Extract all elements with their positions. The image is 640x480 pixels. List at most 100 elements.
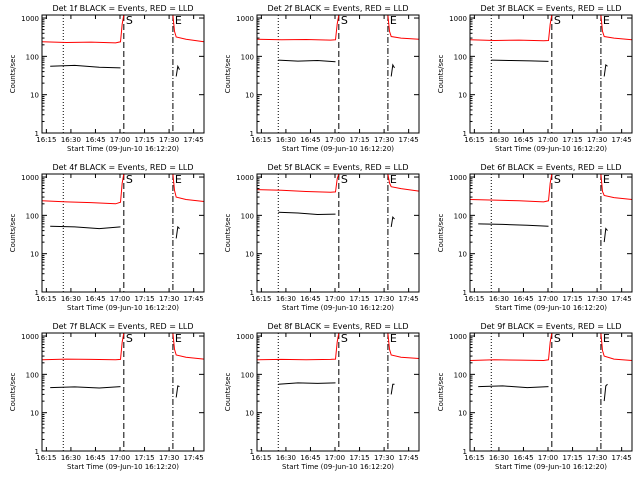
y-tick-label: 1 [463, 130, 467, 138]
x-tick-label: 16:15 [36, 136, 56, 144]
events-line-seg1 [603, 383, 608, 402]
x-tick-label: 16:45 [300, 454, 320, 462]
marker-label-e: E [390, 332, 397, 345]
lld-line-seg1 [387, 174, 419, 192]
x-tick-label: 16:45 [513, 295, 533, 303]
x-tick-label: 16:30 [61, 136, 81, 144]
panel-data [257, 15, 419, 77]
x-tick-label: 17:00 [325, 454, 345, 462]
x-tick-label: 17:30 [587, 454, 607, 462]
events-line-seg0 [278, 59, 336, 63]
panel-title: Det 2f BLACK = Events, RED = LLD [267, 4, 408, 13]
plot-frame [256, 173, 420, 293]
y-tick-label: 1 [463, 448, 467, 456]
events-line-seg1 [175, 64, 180, 77]
y-tick-label: 1000 [449, 174, 467, 182]
x-axis-label: Start Time (09-Jun-10 16:12:20) [495, 304, 607, 312]
y-tick-label: 10 [458, 92, 467, 100]
y-axis-label: Counts/sec [224, 214, 232, 253]
marker-label-s: S [554, 173, 561, 186]
x-axis-label: Start Time (09-Jun-10 16:12:20) [282, 463, 394, 471]
marker-label-s: S [554, 14, 561, 27]
y-tick-label: 10 [30, 251, 39, 259]
y-tick-label: 1000 [449, 333, 467, 341]
x-tick-label: 17:45 [184, 295, 204, 303]
x-tick-label: 17:45 [399, 454, 419, 462]
y-tick-label: 10 [30, 92, 39, 100]
x-tick-label: 16:30 [61, 295, 81, 303]
panel-data [470, 174, 632, 243]
panel-title: Det 4f BLACK = Events, RED = LLD [52, 163, 193, 172]
x-tick-label: 17:15 [562, 136, 582, 144]
x-tick-label: 16:15 [36, 454, 56, 462]
plot-frame [256, 332, 420, 452]
x-tick-label: 17:30 [374, 136, 394, 144]
marker-label-e: E [175, 332, 182, 345]
events-line-seg0 [478, 385, 549, 389]
events-line-seg0 [491, 59, 549, 62]
panel-data [42, 15, 204, 77]
y-tick-label: 1000 [21, 15, 39, 23]
marker-label-s: S [126, 332, 133, 345]
x-tick-label: 17:30 [159, 454, 179, 462]
y-tick-label: 100 [454, 212, 467, 220]
panel-title: Det 7f BLACK = Events, RED = LLD [52, 322, 193, 331]
plot-frame [469, 173, 633, 293]
y-tick-label: 1 [250, 130, 254, 138]
panel-title: Det 6f BLACK = Events, RED = LLD [480, 163, 621, 172]
events-line-seg1 [390, 383, 395, 395]
x-tick-label: 17:30 [374, 454, 394, 462]
x-tick-label: 16:30 [276, 136, 296, 144]
lld-line-seg1 [600, 15, 632, 41]
y-tick-label: 10 [245, 410, 254, 418]
y-tick-label: 100 [241, 371, 254, 379]
x-axis-label: Start Time (09-Jun-10 16:12:20) [67, 145, 179, 153]
panel-title: Det 1f BLACK = Events, RED = LLD [52, 4, 193, 13]
marker-label-s: S [126, 173, 133, 186]
events-line-seg0 [50, 386, 121, 389]
marker-label-e: E [603, 173, 610, 186]
y-axis-label: Counts/sec [9, 373, 17, 412]
x-tick-label: 17:00 [110, 295, 130, 303]
y-tick-label: 1 [250, 289, 254, 297]
lld-line-seg0 [470, 333, 553, 362]
x-tick-label: 17:45 [612, 136, 632, 144]
marker-label-s: S [341, 173, 348, 186]
x-tick-label: 16:45 [85, 454, 105, 462]
lld-line-seg0 [470, 174, 553, 203]
plot-frame [41, 14, 205, 134]
x-tick-label: 17:00 [325, 136, 345, 144]
x-tick-label: 17:30 [159, 136, 179, 144]
plot-frame [256, 14, 420, 134]
y-tick-label: 100 [241, 53, 254, 61]
marker-label-e: E [175, 173, 182, 186]
y-tick-label: 1 [35, 448, 39, 456]
panel-title: Det 9f BLACK = Events, RED = LLD [480, 322, 621, 331]
marker-label-s: S [341, 332, 348, 345]
lld-line-seg1 [172, 174, 204, 202]
panel-data [42, 174, 204, 239]
lld-line-seg1 [172, 15, 204, 43]
x-tick-label: 16:45 [513, 454, 533, 462]
x-tick-label: 17:15 [349, 295, 369, 303]
x-axis-label: Start Time (09-Jun-10 16:12:20) [495, 145, 607, 153]
panel-title: Det 3f BLACK = Events, RED = LLD [480, 4, 621, 13]
panel-title: Det 5f BLACK = Events, RED = LLD [267, 163, 408, 172]
lld-line-seg0 [257, 333, 340, 361]
lld-line-seg0 [257, 174, 340, 193]
x-tick-label: 17:00 [325, 295, 345, 303]
x-tick-label: 16:15 [251, 136, 271, 144]
events-line-seg0 [278, 211, 336, 216]
x-tick-label: 17:00 [538, 136, 558, 144]
marker-label-s: S [341, 14, 348, 27]
y-axis-label: Counts/sec [9, 55, 17, 94]
x-axis-label: Start Time (09-Jun-10 16:12:20) [282, 145, 394, 153]
plot-frame [469, 332, 633, 452]
y-tick-label: 100 [454, 371, 467, 379]
